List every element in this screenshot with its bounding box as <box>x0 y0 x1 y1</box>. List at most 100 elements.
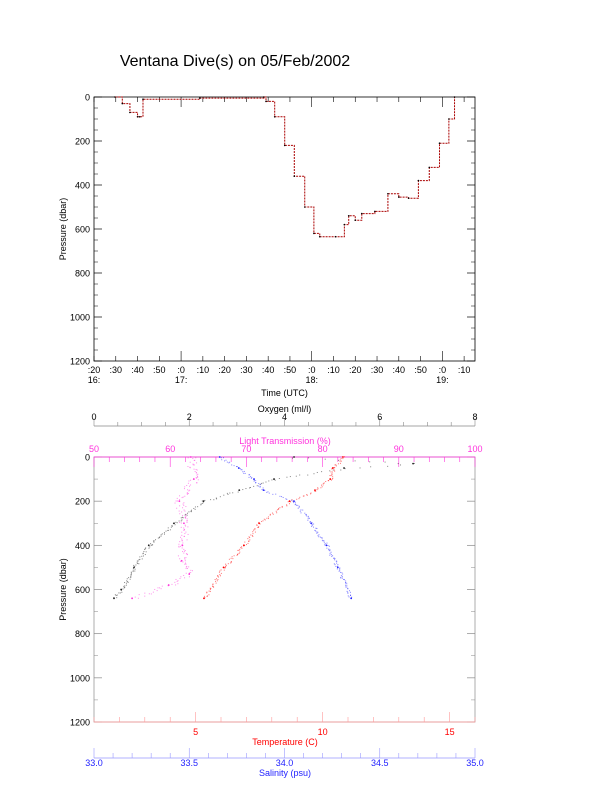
profile-dot <box>322 482 324 484</box>
profile-dot <box>176 522 178 524</box>
x-hour-label: 17: <box>175 375 188 385</box>
light-tick-label: 70 <box>241 444 251 454</box>
profile-dot <box>237 491 239 493</box>
profile-dot <box>340 571 342 573</box>
profile-dot <box>308 517 310 519</box>
y-tick-label: 0 <box>85 453 90 463</box>
profile-dot <box>303 495 305 497</box>
profile-dot <box>210 588 212 590</box>
x-tick-label: :50 <box>153 365 166 375</box>
salinity-series <box>218 456 353 600</box>
profile-dot <box>179 505 181 507</box>
profile-dot <box>258 485 260 487</box>
profile-dot <box>206 591 208 593</box>
profile-dot <box>167 585 169 587</box>
profile-dot <box>278 478 280 480</box>
profile-dot <box>340 460 342 462</box>
profile-dot <box>247 542 249 544</box>
profile-dot <box>231 464 233 466</box>
profile-dot <box>275 510 277 512</box>
profile-dot <box>182 561 184 563</box>
profile-dot <box>195 457 197 459</box>
profile-dot <box>294 504 296 506</box>
pressure-point <box>374 210 376 213</box>
profile-dot <box>113 597 115 599</box>
profile-dot <box>315 527 317 529</box>
profile-dot <box>242 489 244 491</box>
profile-dot <box>163 533 165 535</box>
profile-dot <box>187 533 189 535</box>
profile-dot <box>266 517 268 519</box>
profile-dot <box>344 468 346 470</box>
profile-dot <box>152 591 154 593</box>
profile-dot <box>217 576 219 578</box>
profile-dot <box>299 496 301 498</box>
y-tick-label: 1000 <box>70 313 90 323</box>
pressure-point <box>347 215 350 217</box>
profile-dot <box>359 467 361 469</box>
profile-dot <box>340 575 342 577</box>
pressure-series-line <box>114 96 456 238</box>
profile-dot <box>184 563 186 565</box>
profile-dot <box>220 457 222 459</box>
y-tick-label: 800 <box>75 629 90 639</box>
profile-point <box>350 597 353 600</box>
profile-dot <box>148 593 150 595</box>
profile-dot <box>204 597 206 599</box>
profile-dot <box>343 579 345 581</box>
profile-dot <box>184 562 186 564</box>
profile-dot <box>171 525 173 527</box>
profile-dot <box>330 554 332 556</box>
profile-dot <box>169 529 171 531</box>
profile-dot <box>192 464 194 466</box>
profile-dot <box>183 504 185 506</box>
profile-dot <box>188 576 190 578</box>
profile-dot <box>180 545 182 547</box>
light-transmission-series <box>131 456 199 600</box>
profile-dot <box>329 475 331 477</box>
profile-dot <box>225 565 227 567</box>
profile-dot <box>324 543 326 545</box>
profile-dot <box>311 525 313 527</box>
profile-dot <box>209 589 211 591</box>
profile-dot <box>346 590 348 592</box>
profile-dot <box>178 520 180 522</box>
profile-dot <box>183 509 185 511</box>
profile-dot <box>343 578 345 580</box>
profile-dot <box>130 574 132 576</box>
profile-dot <box>223 494 225 496</box>
profile-dot <box>287 501 289 503</box>
profile-dot <box>114 594 116 596</box>
profile-dot <box>230 557 232 559</box>
profile-dot <box>186 567 188 569</box>
profile-dot <box>194 470 196 472</box>
profile-dot <box>165 530 167 532</box>
profile-dot <box>321 539 323 541</box>
profile-dot <box>127 581 129 583</box>
profile-dot <box>316 489 318 491</box>
profile-dot <box>329 552 331 554</box>
profile-dot <box>182 517 184 519</box>
profile-point <box>331 467 334 469</box>
profile-dot <box>132 568 134 570</box>
profile-point <box>253 478 255 480</box>
profile-dot <box>341 577 343 579</box>
x-tick-label: :30 <box>110 365 123 375</box>
profile-point <box>293 456 295 458</box>
profile-dot <box>238 489 240 491</box>
x-hour-label: 18: <box>305 375 318 385</box>
profile-dot <box>142 552 144 554</box>
pressure-point <box>360 212 363 215</box>
profile-dot <box>310 521 312 523</box>
profile-dot <box>202 501 204 503</box>
profile-dot <box>136 560 138 562</box>
profile-dot <box>253 529 255 531</box>
profile-dot <box>184 577 186 579</box>
profile-dot <box>194 508 196 510</box>
profile-dot <box>217 579 219 581</box>
profile-dot <box>252 535 254 537</box>
profile-dot <box>123 585 125 587</box>
profile-dot <box>130 572 132 574</box>
profile-dot <box>181 539 183 541</box>
profile-dot <box>141 558 143 560</box>
